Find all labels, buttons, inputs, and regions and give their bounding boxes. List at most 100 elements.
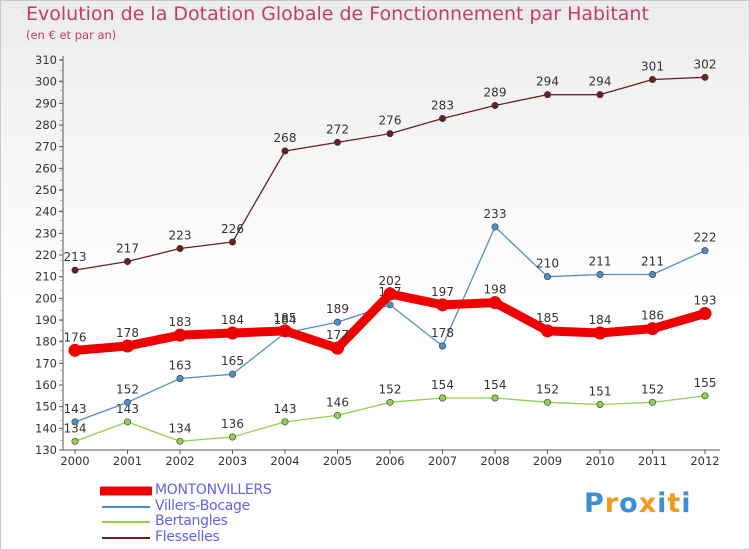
y-tick-label: 140 bbox=[35, 421, 57, 435]
logo-letter: P bbox=[584, 488, 605, 519]
y-tick-label: 300 bbox=[35, 75, 57, 89]
data-point-montonvillers bbox=[541, 324, 554, 338]
data-point-bertangles bbox=[596, 400, 604, 408]
data-point-montonvillers bbox=[331, 341, 344, 355]
data-label-flesselles: 213 bbox=[64, 250, 87, 264]
data-label-montonvillers: 178 bbox=[116, 326, 139, 340]
data-point-flesselles bbox=[176, 245, 184, 253]
data-point-montonvillers bbox=[121, 339, 134, 353]
data-label-bertangles: 152 bbox=[536, 382, 559, 396]
data-point-villers-bocage bbox=[176, 374, 184, 382]
data-label-bertangles: 152 bbox=[379, 382, 402, 396]
data-point-villers-bocage bbox=[438, 342, 446, 350]
data-point-flesselles bbox=[438, 115, 446, 123]
data-label-villers-bocage: 184 bbox=[274, 313, 297, 327]
data-label-montonvillers: 177 bbox=[326, 328, 349, 342]
x-tick-label: 2007 bbox=[428, 454, 457, 468]
data-label-flesselles: 283 bbox=[431, 99, 454, 113]
logo-letter: r bbox=[604, 488, 620, 519]
y-tick-label: 260 bbox=[35, 161, 57, 175]
data-point-bertangles bbox=[71, 437, 79, 445]
data-label-flesselles: 223 bbox=[169, 229, 192, 243]
data-label-flesselles: 294 bbox=[536, 75, 559, 89]
y-tick-label: 230 bbox=[35, 226, 57, 240]
x-tick-label: 2011 bbox=[638, 454, 667, 468]
data-label-flesselles: 302 bbox=[694, 57, 717, 71]
data-label-bertangles: 134 bbox=[64, 421, 87, 435]
data-point-montonvillers bbox=[698, 307, 712, 320]
y-tick-label: 210 bbox=[35, 270, 57, 284]
data-point-bertangles bbox=[333, 411, 341, 419]
data-point-villers-bocage bbox=[124, 398, 132, 406]
data-label-bertangles: 134 bbox=[169, 421, 192, 435]
data-label-flesselles: 268 bbox=[274, 131, 297, 145]
data-point-flesselles bbox=[491, 102, 499, 110]
y-tick-label: 150 bbox=[35, 400, 57, 414]
data-point-flesselles bbox=[124, 257, 132, 265]
data-point-villers-bocage bbox=[333, 318, 341, 326]
data-point-montonvillers bbox=[383, 287, 397, 301]
data-point-flesselles bbox=[543, 91, 551, 99]
data-label-villers-bocage: 165 bbox=[221, 354, 244, 368]
x-tick-label: 2001 bbox=[113, 454, 142, 468]
data-point-montonvillers bbox=[278, 324, 292, 338]
data-point-montonvillers bbox=[488, 296, 502, 310]
data-point-bertangles bbox=[648, 398, 656, 406]
x-tick-label: 2000 bbox=[60, 454, 89, 468]
data-label-montonvillers: 202 bbox=[379, 274, 402, 288]
y-tick-label: 240 bbox=[35, 205, 57, 219]
data-point-villers-bocage bbox=[491, 223, 499, 231]
x-tick-label: 2010 bbox=[585, 454, 614, 468]
x-tick-label: 2006 bbox=[375, 454, 404, 468]
data-point-villers-bocage bbox=[229, 370, 237, 378]
x-tick-label: 2008 bbox=[480, 454, 509, 468]
data-label-montonvillers: 185 bbox=[274, 311, 297, 325]
data-label-flesselles: 217 bbox=[116, 242, 139, 256]
data-label-villers-bocage: 152 bbox=[116, 382, 139, 396]
chart-title: Evolution de la Dotation Globale de Fonc… bbox=[26, 3, 649, 25]
logo-letter: i bbox=[681, 488, 692, 519]
data-point-villers-bocage bbox=[543, 273, 551, 281]
data-point-bertangles bbox=[281, 418, 289, 426]
data-point-bertangles bbox=[124, 418, 132, 426]
data-point-bertangles bbox=[176, 437, 184, 445]
data-label-villers-bocage: 143 bbox=[64, 402, 87, 416]
data-label-bertangles: 154 bbox=[484, 378, 507, 392]
data-label-flesselles: 301 bbox=[641, 60, 664, 74]
data-label-bertangles: 143 bbox=[274, 402, 297, 416]
data-point-bertangles bbox=[386, 398, 394, 406]
data-point-flesselles bbox=[701, 73, 709, 81]
legend-label-villers-bocage: Villers-Bocage bbox=[155, 497, 250, 514]
data-label-villers-bocage: 189 bbox=[326, 302, 349, 316]
y-tick-label: 130 bbox=[35, 443, 57, 457]
data-point-bertangles bbox=[229, 433, 237, 441]
data-point-bertangles bbox=[438, 394, 446, 402]
data-point-montonvillers bbox=[226, 326, 239, 340]
data-label-flesselles: 294 bbox=[589, 75, 612, 89]
data-label-villers-bocage: 163 bbox=[169, 359, 192, 373]
data-label-bertangles: 155 bbox=[694, 376, 717, 390]
data-point-flesselles bbox=[333, 138, 341, 146]
data-label-montonvillers: 184 bbox=[589, 313, 612, 327]
data-label-bertangles: 154 bbox=[431, 378, 454, 392]
data-label-villers-bocage: 210 bbox=[536, 257, 559, 271]
data-point-montonvillers bbox=[593, 326, 607, 340]
data-point-flesselles bbox=[596, 91, 604, 99]
y-tick-label: 250 bbox=[35, 183, 57, 197]
data-label-montonvillers: 176 bbox=[64, 330, 87, 344]
data-label-montonvillers: 186 bbox=[641, 309, 664, 323]
y-tick-label: 280 bbox=[35, 118, 57, 132]
data-label-montonvillers: 184 bbox=[221, 313, 244, 327]
data-label-flesselles: 276 bbox=[379, 114, 402, 128]
data-label-montonvillers: 193 bbox=[694, 294, 717, 308]
data-point-flesselles bbox=[648, 76, 656, 84]
y-tick-label: 310 bbox=[35, 53, 57, 67]
data-point-flesselles bbox=[386, 130, 394, 138]
logo-letter: x bbox=[638, 488, 658, 519]
data-label-montonvillers: 198 bbox=[484, 283, 507, 297]
y-tick-label: 160 bbox=[35, 378, 57, 392]
data-label-villers-bocage: 178 bbox=[431, 326, 454, 340]
legend-label-flesselles: Flesselles bbox=[155, 528, 220, 545]
y-tick-label: 220 bbox=[35, 248, 57, 262]
y-tick-label: 190 bbox=[35, 313, 57, 327]
